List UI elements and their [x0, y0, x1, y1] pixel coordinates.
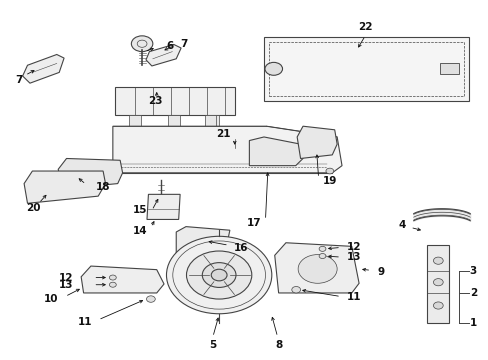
Polygon shape	[81, 266, 163, 293]
Polygon shape	[129, 116, 141, 130]
Text: 17: 17	[246, 218, 261, 228]
Circle shape	[264, 62, 282, 75]
Circle shape	[319, 246, 325, 251]
Text: 6: 6	[166, 41, 173, 51]
Text: 1: 1	[469, 319, 476, 328]
Polygon shape	[146, 44, 181, 66]
Text: 8: 8	[274, 339, 282, 350]
Text: 7: 7	[180, 39, 187, 49]
Circle shape	[109, 275, 116, 280]
Text: 12: 12	[346, 242, 361, 252]
Text: 18: 18	[96, 182, 110, 192]
Text: 3: 3	[469, 266, 476, 276]
Polygon shape	[204, 116, 216, 130]
Text: 15: 15	[132, 206, 147, 216]
Polygon shape	[176, 226, 229, 253]
Circle shape	[109, 282, 116, 287]
Polygon shape	[113, 126, 341, 173]
Circle shape	[432, 257, 442, 264]
Polygon shape	[58, 158, 122, 189]
Circle shape	[319, 253, 325, 258]
Text: 5: 5	[209, 339, 216, 350]
Text: 4: 4	[397, 220, 405, 230]
Circle shape	[131, 36, 153, 51]
Circle shape	[166, 236, 271, 314]
Circle shape	[202, 263, 236, 287]
Text: 11: 11	[78, 318, 92, 327]
Polygon shape	[22, 54, 64, 83]
Text: 11: 11	[346, 292, 361, 302]
Polygon shape	[439, 63, 458, 74]
Polygon shape	[264, 37, 468, 101]
Text: 2: 2	[469, 288, 476, 298]
Circle shape	[111, 168, 119, 174]
Circle shape	[211, 269, 226, 281]
Polygon shape	[167, 116, 179, 130]
Text: 21: 21	[216, 129, 230, 139]
Polygon shape	[115, 87, 234, 116]
Text: 16: 16	[233, 243, 248, 253]
Text: 20: 20	[26, 203, 41, 213]
Polygon shape	[427, 244, 448, 323]
Text: 14: 14	[132, 226, 147, 236]
Text: 10: 10	[43, 294, 58, 304]
Circle shape	[325, 168, 333, 174]
Text: 23: 23	[148, 96, 163, 106]
Polygon shape	[274, 243, 358, 293]
Text: 7: 7	[16, 75, 23, 85]
Circle shape	[291, 287, 300, 293]
Circle shape	[432, 279, 442, 286]
Text: 19: 19	[322, 176, 336, 186]
Text: 12: 12	[58, 273, 73, 283]
Polygon shape	[206, 116, 218, 130]
Text: 13: 13	[58, 280, 73, 290]
Circle shape	[186, 251, 251, 299]
Polygon shape	[24, 171, 105, 203]
Text: 22: 22	[357, 22, 372, 32]
Text: 9: 9	[376, 267, 384, 277]
Polygon shape	[249, 137, 303, 166]
Circle shape	[146, 296, 155, 302]
Text: 13: 13	[346, 252, 361, 262]
Polygon shape	[147, 194, 180, 220]
Circle shape	[298, 255, 336, 283]
Polygon shape	[297, 126, 336, 158]
Circle shape	[432, 302, 442, 309]
